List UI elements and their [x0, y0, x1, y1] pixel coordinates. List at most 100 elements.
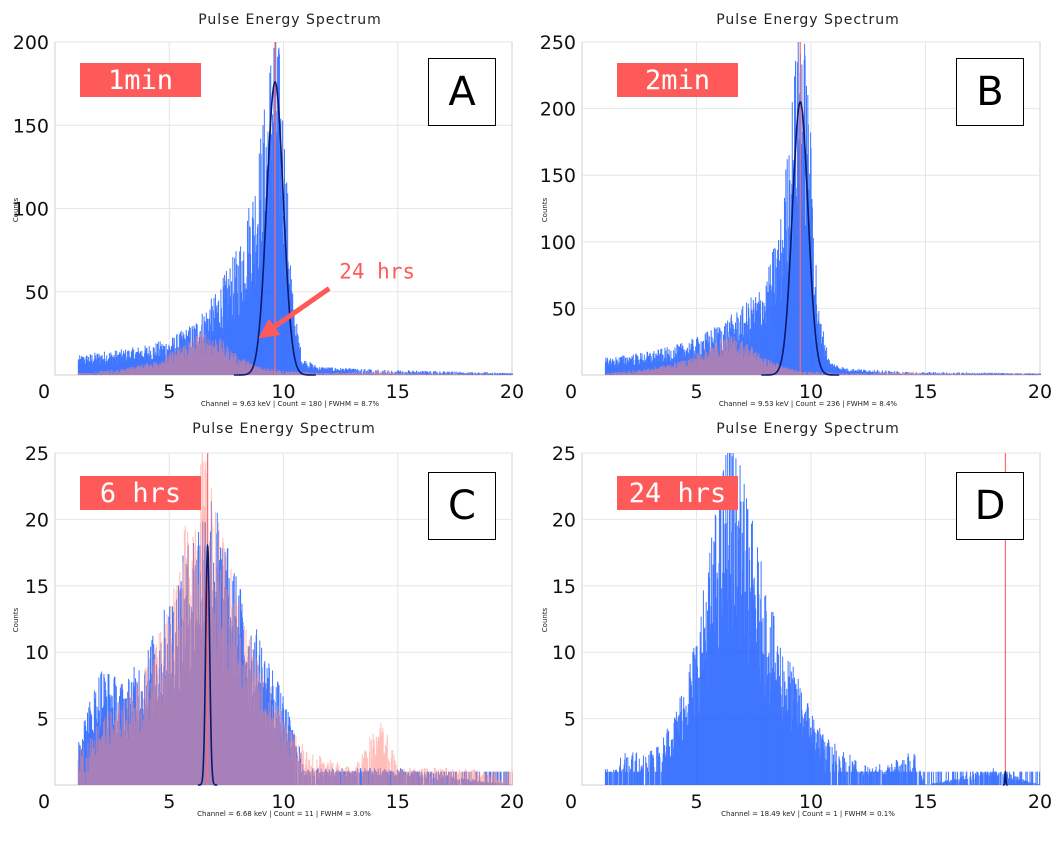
histogram-bar	[820, 374, 821, 375]
histogram-bar	[339, 775, 340, 785]
histogram-bar	[1027, 374, 1028, 375]
histogram-bar	[119, 372, 120, 375]
histogram-bar	[490, 373, 491, 375]
histogram-bar	[295, 371, 296, 375]
histogram-bar	[609, 374, 610, 375]
histogram-bar	[334, 373, 335, 375]
histogram-bar	[423, 374, 424, 375]
histogram-bar	[1028, 374, 1029, 375]
histogram-bar	[892, 374, 893, 375]
channel-readout: Channel = 9.63 keV | Count = 180 | FWHM …	[201, 400, 380, 408]
histogram-bar	[382, 373, 383, 375]
histogram-bar	[445, 373, 446, 375]
histogram-bar	[116, 372, 117, 375]
histogram-bar	[436, 771, 437, 785]
histogram-bar	[326, 772, 327, 785]
histogram-bar	[1040, 374, 1041, 375]
histogram-bar	[424, 775, 425, 785]
histogram-bar	[977, 374, 978, 375]
histogram-bar	[508, 373, 509, 375]
histogram-bar	[82, 373, 83, 375]
histogram-bar	[844, 374, 845, 375]
histogram-bar	[353, 770, 354, 785]
histogram-bar	[995, 374, 996, 375]
histogram-bar	[872, 374, 873, 375]
histogram-bar	[449, 374, 450, 375]
histogram-bar	[280, 372, 281, 375]
histogram-bar	[925, 374, 926, 375]
histogram-bar	[336, 767, 337, 785]
histogram-bar	[87, 772, 88, 785]
histogram-bar	[906, 372, 907, 375]
histogram-bar	[366, 373, 367, 375]
histogram-bar	[946, 374, 947, 375]
histogram-bar	[428, 374, 429, 375]
histogram-bar	[969, 374, 970, 375]
histogram-bar	[947, 374, 948, 375]
histogram-bar	[93, 373, 94, 375]
histogram-bar	[389, 762, 390, 785]
histogram-bar	[333, 373, 334, 375]
histogram-bar	[389, 373, 390, 375]
histogram-bar	[123, 369, 124, 375]
x-tick-label: 15	[386, 381, 410, 403]
histogram-bar	[342, 768, 343, 785]
histogram-bar	[844, 374, 845, 375]
histogram-bar	[388, 759, 389, 785]
histogram-bar	[337, 772, 338, 785]
y-tick-label: 50	[552, 298, 576, 320]
histogram-bar	[866, 374, 867, 375]
y-tick-label: 150	[540, 165, 576, 187]
histogram-bar	[469, 373, 470, 375]
histogram-bar	[1013, 374, 1014, 375]
histogram-bar	[359, 772, 360, 785]
histogram-bar	[503, 373, 504, 375]
histogram-bar	[299, 373, 300, 375]
histogram-bar	[415, 772, 416, 785]
histogram-bar	[929, 374, 930, 375]
histogram-bar	[350, 374, 351, 375]
histogram-bar	[615, 372, 616, 375]
histogram-bar	[809, 372, 810, 375]
histogram-bar	[452, 374, 453, 375]
histogram-bar	[87, 374, 88, 375]
histogram-bar	[92, 373, 93, 375]
histogram-bar	[970, 374, 971, 375]
histogram-bar	[506, 373, 507, 375]
histogram-bar	[407, 772, 408, 785]
histogram-bar	[314, 771, 315, 785]
histogram-bar	[951, 374, 952, 375]
histogram-bar	[882, 373, 883, 375]
histogram-bar	[349, 772, 350, 785]
histogram-bar	[801, 372, 802, 375]
histogram-bar	[988, 374, 989, 375]
histogram-bar	[909, 372, 910, 375]
histogram-bar	[979, 373, 980, 375]
histogram-bar	[283, 371, 284, 375]
histogram-bar	[939, 374, 940, 375]
histogram-bar	[607, 374, 608, 375]
histogram-bar	[78, 763, 79, 785]
histogram-bar	[488, 373, 489, 375]
histogram-bar	[1000, 374, 1001, 375]
histogram-bar	[460, 374, 461, 375]
histogram-bar	[1024, 374, 1025, 375]
histogram-bar	[433, 773, 434, 785]
histogram-bar	[423, 777, 424, 785]
histogram-bar	[1030, 374, 1031, 375]
histogram-bar	[896, 372, 897, 375]
histogram-bar	[880, 374, 881, 375]
histogram-bar	[88, 772, 89, 785]
histogram-bar	[292, 372, 293, 375]
histogram-bar	[402, 769, 403, 785]
histogram-bar	[501, 373, 502, 375]
x-tick-label: 20	[500, 381, 524, 403]
histogram-bar	[606, 374, 607, 375]
histogram-bar	[404, 772, 405, 785]
y-tick-label: 100	[540, 232, 576, 254]
histogram-bar	[631, 374, 632, 375]
histogram-bar	[321, 373, 322, 375]
histogram-bar	[814, 373, 815, 375]
histogram-bar	[330, 373, 331, 375]
histogram-bar	[345, 772, 346, 785]
